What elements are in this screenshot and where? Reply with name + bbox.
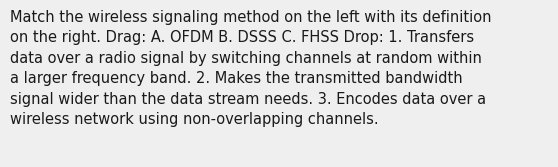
Text: Match the wireless signaling method on the left with its definition
on the right: Match the wireless signaling method on t… [10,10,492,127]
